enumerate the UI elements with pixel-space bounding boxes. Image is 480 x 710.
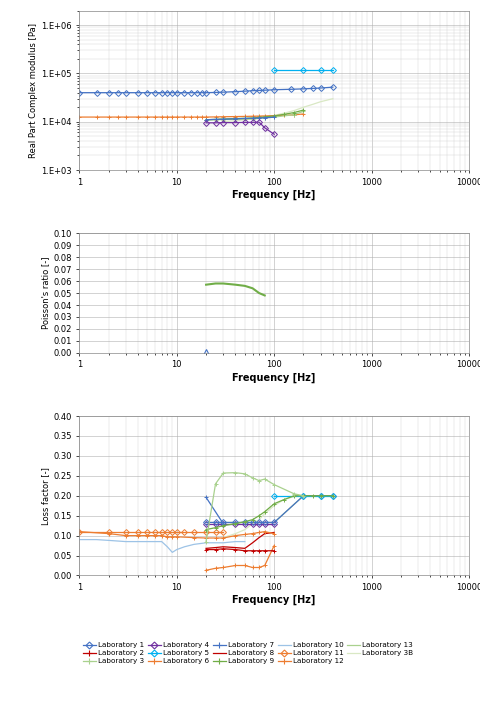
Y-axis label: Real Part Complex modulus [Pa]: Real Part Complex modulus [Pa] xyxy=(29,23,38,158)
X-axis label: Frequency [Hz]: Frequency [Hz] xyxy=(232,372,315,383)
Legend: Laboratory 1, Laboratory 2, Laboratory 3, Laboratory 4, Laboratory 5, Laboratory: Laboratory 1, Laboratory 2, Laboratory 3… xyxy=(83,643,413,664)
Y-axis label: Loss factor [-]: Loss factor [-] xyxy=(41,467,50,525)
Y-axis label: Poisson's ratio [-]: Poisson's ratio [-] xyxy=(41,257,50,329)
X-axis label: Frequency [Hz]: Frequency [Hz] xyxy=(232,190,315,200)
X-axis label: Frequency [Hz]: Frequency [Hz] xyxy=(232,595,315,605)
